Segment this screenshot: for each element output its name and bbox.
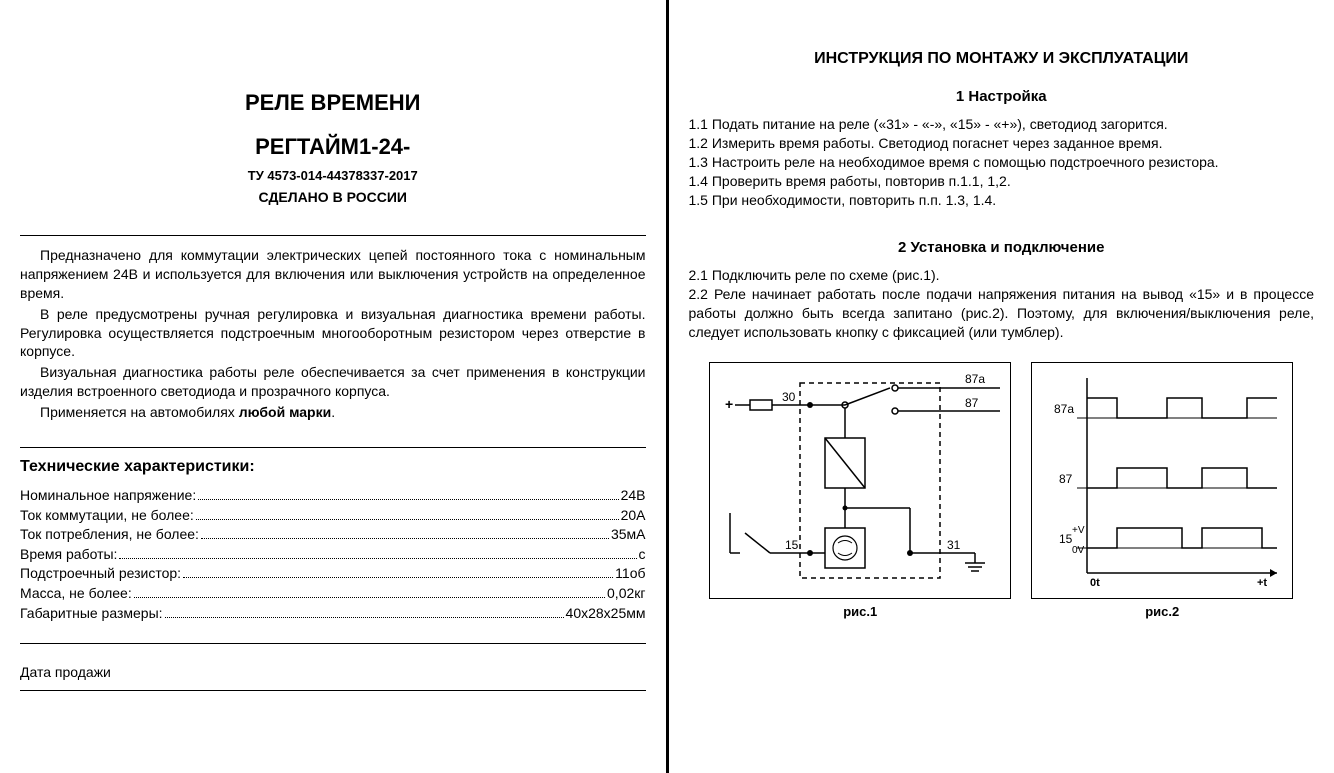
figure-1-box: + 30 87a [709,362,1011,599]
specs-table: Номинальное напряжение:24ВТок коммутации… [20,486,646,623]
instruction-step: 1.1 Подать питание на реле («31» - «-», … [689,115,1315,134]
spec-label: Время работы: [20,545,117,565]
right-page: ИНСТРУКЦИЯ ПО МОНТАЖУ И ЭКСПЛУАТАЦИИ 1 Н… [669,0,1334,773]
spec-value: 0,02кг [607,584,645,604]
spec-dots [196,519,619,520]
manual-title: ИНСТРУКЦИЯ ПО МОНТАЖУ И ЭКСПЛУАТАЦИИ [689,50,1315,68]
label-plus: + [725,396,733,412]
label-s87: 87 [1059,472,1073,486]
divider-line [20,235,646,236]
spec-dots [201,538,609,539]
spec-row: Время работы: с [20,545,646,565]
instruction-step: 1.3 Настроить реле на необходимое время … [689,153,1315,172]
sale-date-label: Дата продажи [20,664,646,680]
spec-value: 24В [621,486,646,506]
figure-2-caption: рис.2 [1031,604,1293,619]
label-87: 87 [965,396,979,410]
label-30: 30 [782,390,796,404]
instruction-step: 1.2 Измерить время работы. Светодиод пог… [689,134,1315,153]
spec-label: Номинальное напряжение: [20,486,196,506]
spec-value: 20А [621,506,646,526]
spec-row: Ток коммутации, не более: 20А [20,506,646,526]
spec-row: Масса, не более: 0,02кг [20,584,646,604]
spec-dots [134,597,605,598]
figure-2-box: 0t +t 87a 87 15 +V 0V [1031,362,1293,599]
spec-dots [183,577,613,578]
divider-line [20,447,646,448]
spec-label: Подстроечный резистор: [20,564,181,584]
spec-label: Габаритные размеры: [20,604,163,624]
spec-label: Ток коммутации, не более: [20,506,194,526]
figures-row: + 30 87a [689,362,1315,619]
instruction-step: 2.1 Подключить реле по схеме (рис.1). [689,266,1315,285]
label-87a: 87a [965,372,985,386]
spec-dots [119,558,636,559]
p4-pre: Применяется на автомобилях [40,404,239,420]
spec-dots [165,617,564,618]
description-p2: В реле предусмотрены ручная регулировка … [20,305,646,362]
label-s87a: 87a [1054,402,1074,416]
spec-value: 40х28х25мм [566,604,646,624]
spec-row: Ток потребления, не более: 35мА [20,525,646,545]
product-model-title: РЕГТАЙМ1-24- [20,134,646,160]
label-s15: 15 [1059,532,1073,546]
label-31: 31 [947,538,961,552]
instruction-step: 1.4 Проверить время работы, повторив п.1… [689,172,1315,191]
spec-row: Подстроечный резистор: 11об [20,564,646,584]
product-type-title: РЕЛЕ ВРЕМЕНИ [20,90,646,116]
p4-post: . [331,404,335,420]
description-p4: Применяется на автомобилях любой марки. [20,403,646,422]
made-in: СДЕЛАНО В РОССИИ [20,189,646,205]
spec-dots [198,499,618,500]
section1-steps: 1.1 Подать питание на реле («31» - «-», … [689,115,1315,209]
label-0t: 0t [1090,577,1100,589]
figure-1: + 30 87a [709,362,1011,619]
p4-bold: любой марки [239,404,331,420]
spec-label: Ток потребления, не более: [20,525,199,545]
specs-heading: Технические характеристики: [20,458,646,476]
description-p1: Предназначено для коммутации электрическ… [20,246,646,303]
instruction-step: 1.5 При необходимости, повторить п.п. 1.… [689,191,1315,210]
left-page: РЕЛЕ ВРЕМЕНИ РЕГТАЙМ1-24- ТУ 4573-014-44… [0,0,666,773]
divider-line [20,690,646,691]
tu-number: ТУ 4573-014-44378337-2017 [20,168,646,183]
spec-value: с [639,545,646,565]
spec-row: Номинальное напряжение: 24В [20,486,646,506]
section1-title: 1 Настройка [689,88,1315,105]
instruction-step: 2.2 Реле начинает работать после подачи … [689,285,1315,342]
timing-diagram: 0t +t 87a 87 15 +V 0V [1032,363,1292,593]
label-plust: +t [1257,577,1267,589]
spec-value: 35мА [611,525,646,545]
figure-1-caption: рис.1 [709,604,1011,619]
description-p3: Визуальная диагностика работы реле обесп… [20,363,646,401]
label-plusv: +V [1072,525,1085,536]
spec-value: 11об [615,564,645,584]
section2-title: 2 Установка и подключение [689,239,1315,256]
section2-steps: 2.1 Подключить реле по схеме (рис.1).2.2… [689,266,1315,342]
label-15: 15 [785,538,799,552]
label-zerov: 0V [1072,545,1085,556]
circuit-diagram: + 30 87a [710,363,1010,593]
spec-label: Масса, не более: [20,584,132,604]
figure-2: 0t +t 87a 87 15 +V 0V [1031,362,1293,619]
spec-row: Габаритные размеры: 40х28х25мм [20,604,646,624]
divider-line [20,643,646,644]
header-block: РЕЛЕ ВРЕМЕНИ РЕГТАЙМ1-24- ТУ 4573-014-44… [20,90,646,205]
